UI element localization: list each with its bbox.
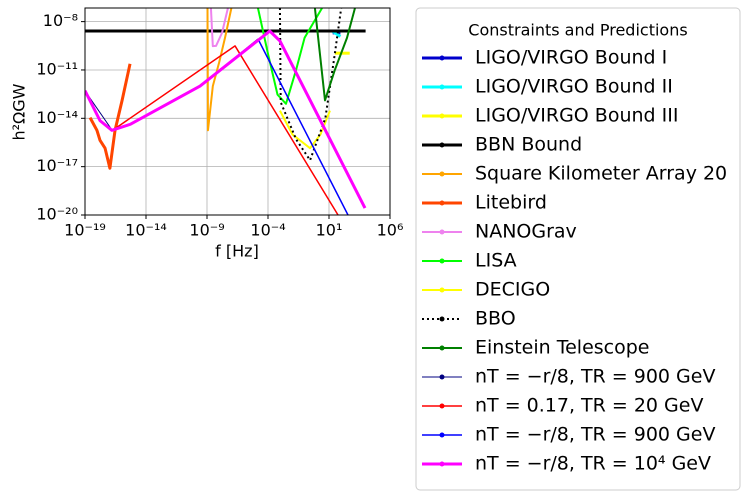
plot-frame bbox=[84, 7, 391, 216]
x-tick-label: 10¹ bbox=[316, 221, 343, 240]
legend-marker bbox=[439, 55, 445, 61]
legend-marker bbox=[439, 229, 445, 235]
legend-marker bbox=[439, 287, 445, 293]
series-line bbox=[85, 38, 259, 131]
legend-label: BBN Bound bbox=[475, 134, 582, 156]
y-tick-label: 10⁻¹⁷ bbox=[36, 156, 78, 175]
legend-marker bbox=[439, 84, 445, 90]
series-line bbox=[85, 29, 367, 209]
legend-marker bbox=[439, 113, 445, 119]
legend-label: LISA bbox=[475, 250, 517, 272]
legend-label: DECIGO bbox=[475, 279, 550, 301]
series-line bbox=[114, 45, 339, 215]
x-tick-label: 10⁶ bbox=[377, 221, 404, 240]
series-line bbox=[313, 8, 356, 102]
legend-marker bbox=[439, 403, 445, 409]
y-tick-label: 10⁻¹⁴ bbox=[36, 108, 78, 127]
legend-marker bbox=[439, 432, 445, 438]
legend-label: NANOGrav bbox=[475, 221, 577, 243]
legend-label: LIGO/VIRGO Bound I bbox=[475, 47, 667, 69]
legend-marker bbox=[439, 171, 445, 177]
x-tick-label: 10⁻¹⁴ bbox=[125, 221, 167, 240]
legend-marker bbox=[439, 142, 445, 148]
series-line bbox=[257, 38, 349, 215]
x-tick-label: 10⁻⁹ bbox=[189, 221, 224, 240]
legend-label: LIGO/VIRGO Bound II bbox=[475, 76, 673, 98]
legend-marker bbox=[439, 345, 445, 351]
legend-label: nT = −r/8, TR = 10⁴ GeV bbox=[475, 453, 711, 475]
legend-box bbox=[415, 7, 741, 491]
y-tick-label: 10⁻⁸ bbox=[43, 11, 78, 30]
legend-label: Square Kilometer Array 20 bbox=[475, 163, 727, 185]
legend-title: Constraints and Predictions bbox=[468, 21, 687, 40]
legend-marker bbox=[439, 200, 445, 206]
x-tick-label: 10⁻¹⁹ bbox=[64, 221, 106, 240]
legend-label: nT = −r/8, TR = 900 GeV bbox=[475, 366, 715, 388]
x-axis-label: f [Hz] bbox=[215, 242, 259, 261]
legend-label: Litebird bbox=[475, 192, 547, 214]
legend-marker bbox=[439, 374, 445, 380]
legend-marker bbox=[439, 316, 445, 322]
legend-marker bbox=[439, 258, 445, 264]
y-axis-label: h²ΩGW bbox=[10, 83, 29, 140]
series-line bbox=[88, 63, 132, 170]
series-line bbox=[256, 8, 323, 105]
y-tick-label: 10⁻²⁰ bbox=[36, 205, 78, 224]
legend-marker bbox=[439, 461, 445, 467]
legend-label: nT = 0.17, TR = 20 GeV bbox=[475, 395, 703, 417]
x-tick-label: 10⁻⁴ bbox=[250, 221, 285, 240]
legend-label: LIGO/VIRGO Bound III bbox=[475, 105, 678, 127]
legend-label: Einstein Telescope bbox=[475, 337, 649, 359]
legend-label: BBO bbox=[475, 308, 516, 330]
legend-label: nT = −r/8, TR = 900 GeV bbox=[475, 424, 715, 446]
series-line bbox=[209, 8, 229, 48]
y-tick-label: 10⁻¹¹ bbox=[36, 59, 78, 78]
